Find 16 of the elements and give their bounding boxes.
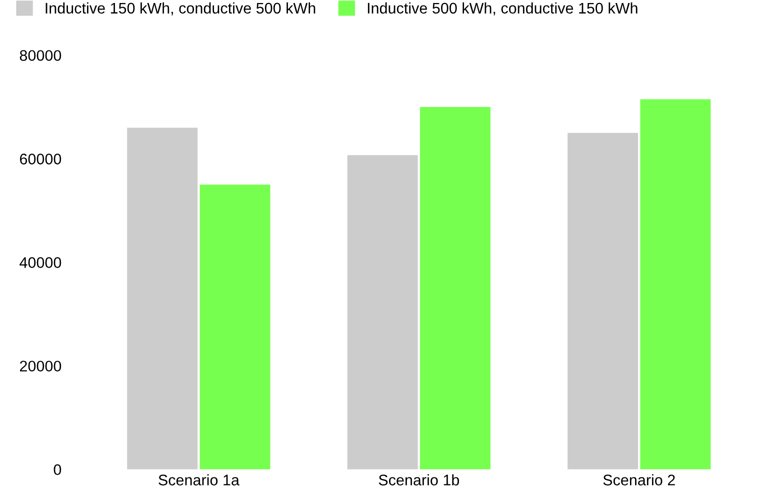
y-tick-label: 20000 (20, 360, 62, 372)
y-tick-label: 60000 (20, 154, 62, 164)
x-tick-label: Scenario 2 (603, 474, 675, 486)
y-tick-label: 0 (54, 464, 62, 476)
legend-label: Inductive 150 kWh, conductive 500 kWh (46, 2, 316, 16)
bar (640, 99, 711, 470)
x-tick-label: Scenario 1a (158, 474, 240, 486)
x-tick-label: Scenario 1b (378, 474, 460, 486)
legend-label: Inductive 500 kWh, conductive 150 kWh (368, 2, 638, 16)
bar (127, 128, 198, 470)
bar (568, 132, 638, 470)
y-tick-label: 80000 (20, 50, 62, 61)
bar (200, 184, 270, 470)
bar (347, 155, 418, 470)
y-tick-label: 40000 (20, 257, 62, 268)
bar (420, 106, 490, 470)
